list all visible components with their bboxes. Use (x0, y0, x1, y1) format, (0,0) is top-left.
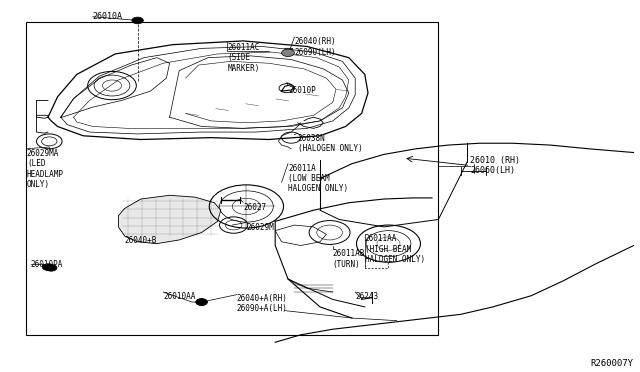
Circle shape (132, 17, 143, 24)
Text: 26010 (RH)
26060(LH): 26010 (RH) 26060(LH) (470, 156, 520, 175)
Circle shape (45, 264, 57, 271)
Bar (26, 22, 438, 335)
Text: 26010AA: 26010AA (163, 292, 196, 301)
Circle shape (282, 49, 294, 57)
Text: 26040+B: 26040+B (125, 236, 157, 245)
Polygon shape (118, 195, 221, 244)
Text: 26011AB
(TURN): 26011AB (TURN) (333, 249, 365, 269)
Text: 26040+A(RH)
26090+A(LH): 26040+A(RH) 26090+A(LH) (237, 294, 287, 313)
Text: 26011A
(LOW BEAM
HALOGEN ONLY): 26011A (LOW BEAM HALOGEN ONLY) (288, 164, 348, 193)
Text: 26029M: 26029M (246, 223, 274, 232)
Text: 26011AC
(SIDE
MARKER): 26011AC (SIDE MARKER) (227, 43, 260, 73)
Text: 26011AA
(HIGH BEAM
HALOGEN ONLY): 26011AA (HIGH BEAM HALOGEN ONLY) (365, 234, 425, 264)
Text: 26010PA: 26010PA (31, 260, 63, 269)
Text: 26038N
(HALOGEN ONLY): 26038N (HALOGEN ONLY) (298, 134, 362, 153)
Text: 26010A: 26010A (93, 12, 123, 21)
Text: 26010P: 26010P (288, 86, 316, 94)
Text: 26029MA
(LED
HEADLAMP
ONLY): 26029MA (LED HEADLAMP ONLY) (27, 149, 64, 189)
Circle shape (42, 264, 54, 270)
Text: 26027: 26027 (243, 203, 266, 212)
Circle shape (196, 299, 207, 305)
Circle shape (196, 299, 207, 305)
Text: 26040(RH)
26090(LH): 26040(RH) 26090(LH) (294, 37, 336, 57)
Text: 26243: 26243 (355, 292, 378, 301)
Text: R260007Y: R260007Y (591, 359, 634, 368)
